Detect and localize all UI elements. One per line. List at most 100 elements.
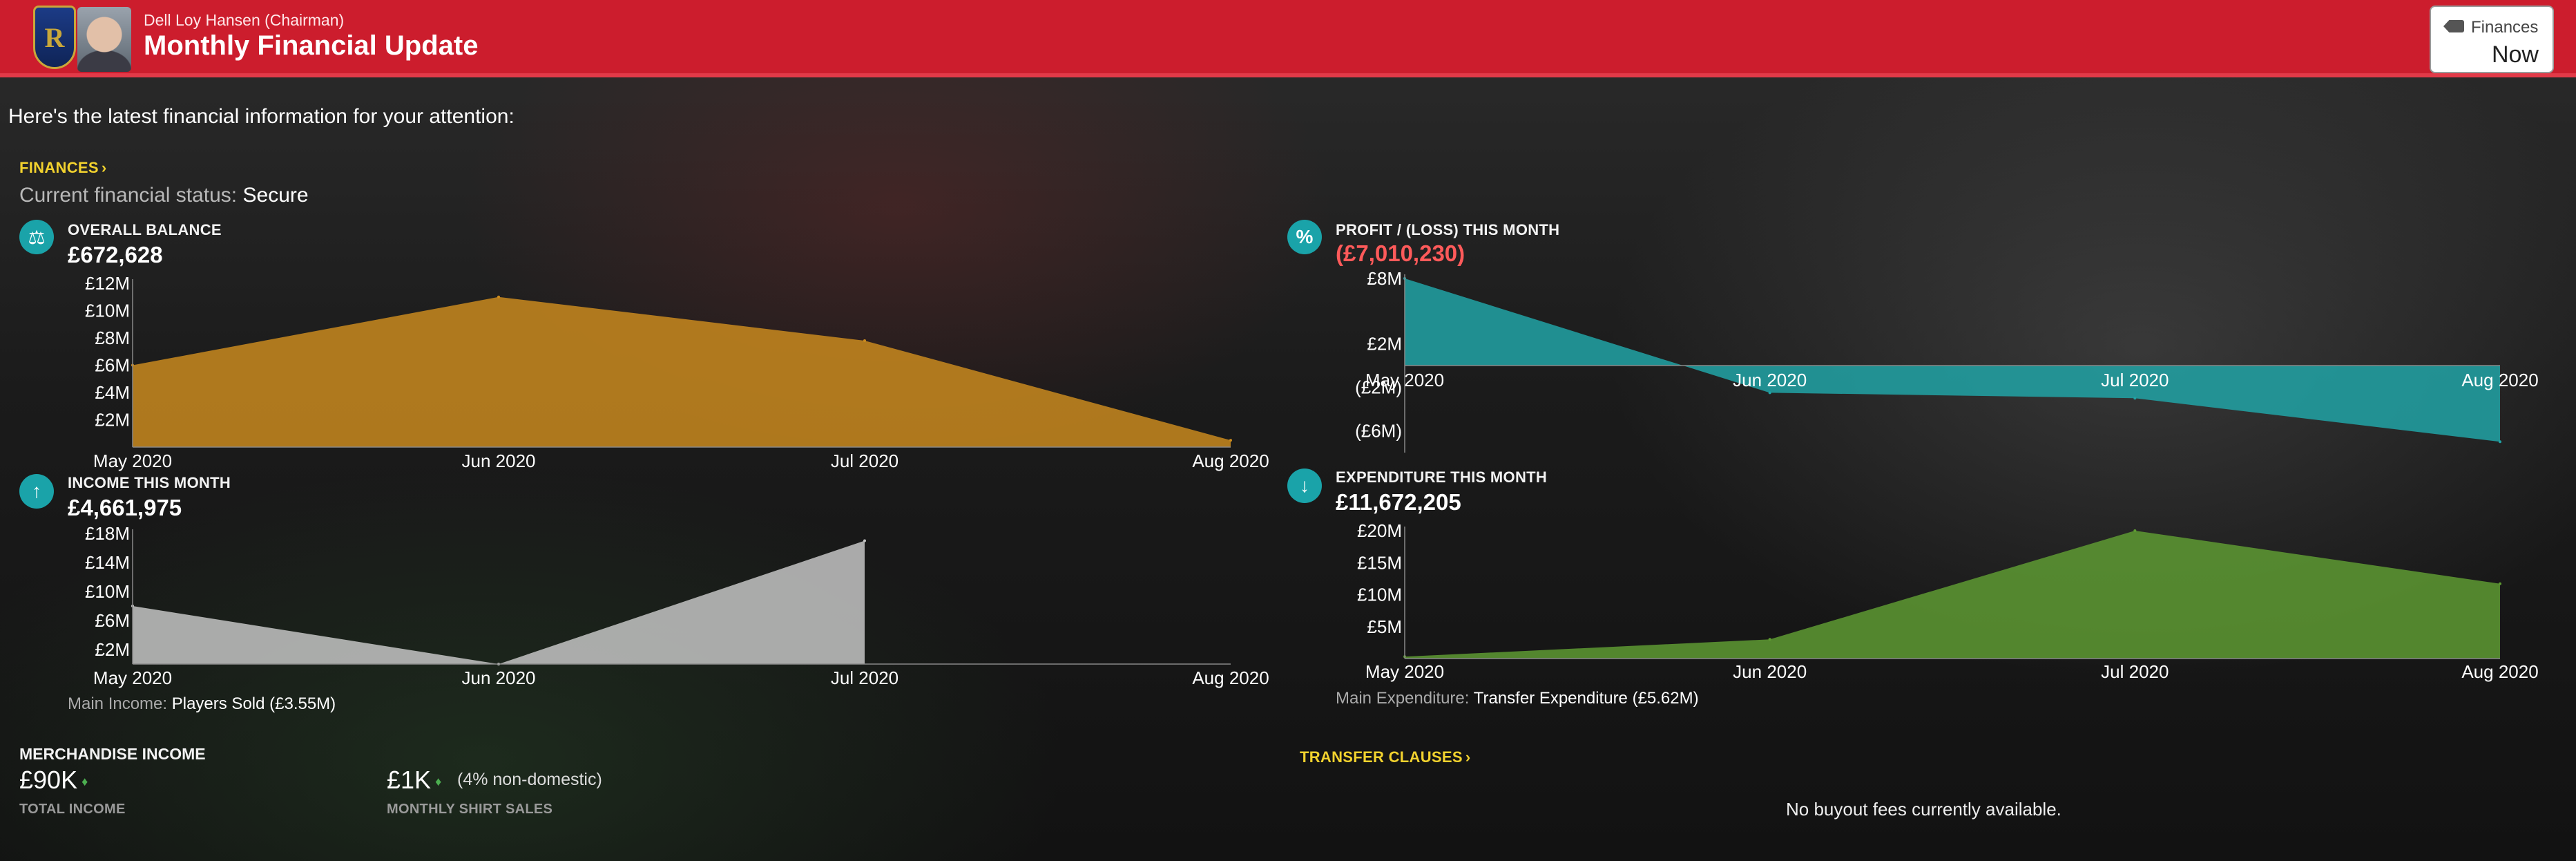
intro-text: Here's the latest financial information … [8, 105, 515, 128]
trend-up-icon: ♦ [435, 774, 442, 788]
data-point [2499, 582, 2501, 585]
y-tick-label: £8M [95, 328, 130, 348]
trend-up-icon: ♦ [81, 774, 88, 788]
y-tick-label: £6M [95, 355, 130, 376]
data-point [1768, 391, 1771, 395]
crest-letter: R [44, 21, 65, 53]
data-point [497, 295, 500, 299]
data-point [1229, 439, 1232, 442]
chart-area [133, 540, 865, 664]
y-tick-label: £2M [95, 639, 130, 660]
expenditure-chart: £5M £10M £15M £20M May 2020 Jun 2020 Jul 2020 A… [1357, 520, 2538, 682]
profit-loss-chart: £8M £2M (£2M) (£6M) May 2020 Jun 2020 Jul 2020… [1355, 268, 2538, 453]
y-tick-label: £4M [95, 382, 130, 403]
finances-button-value: Now [2491, 41, 2539, 68]
arrow-up-icon: ↑ [19, 474, 54, 509]
shirt-sales-label: MONTHLY SHIRT SALES [387, 802, 553, 817]
y-tick-label: £2M [95, 410, 130, 430]
merchandise-total-value: £90K ♦ [19, 766, 88, 795]
expenditure-title: EXPENDITURE THIS MONTH [1336, 469, 1548, 486]
shirt-sales-text: £1K [387, 766, 432, 794]
main-income-value: Players Sold (£3.55M) [171, 694, 336, 713]
main-expenditure-label: Main Expenditure: [1336, 689, 1470, 708]
data-point [863, 539, 866, 542]
x-tick-label: Jul 2020 [831, 451, 898, 471]
x-tick-label: Aug 2020 [1192, 451, 1269, 471]
merchandise-total-text: £90K [19, 766, 78, 794]
x-tick-label: Jun 2020 [462, 451, 536, 471]
profit-loss-value: (£7,010,230) [1336, 240, 1465, 266]
income-title: INCOME THIS MONTH [68, 474, 231, 491]
data-point [1768, 638, 1771, 641]
y-tick-label: £15M [1357, 552, 1402, 573]
chairman-avatar [77, 7, 131, 72]
percent-icon: % [1287, 220, 1322, 254]
finances-now-button[interactable]: Finances Now [2430, 6, 2554, 73]
y-tick-label: £18M [85, 523, 130, 544]
chart-area [1405, 531, 2500, 659]
header-bar: R Dell Loy Hansen (Chairman) Monthly Fin… [0, 0, 2576, 77]
y-tick-label: (£6M) [1355, 421, 1402, 442]
financial-status-value: Secure [242, 184, 309, 207]
x-tick-label: Jun 2020 [1733, 370, 1807, 390]
x-tick-label: Jul 2020 [831, 668, 898, 688]
finances-link-label: FINANCES [19, 159, 99, 176]
arrow-down-icon: ↓ [1287, 469, 1322, 503]
x-tick-label: Jun 2020 [1733, 661, 1807, 682]
x-tick-label: Jul 2020 [2101, 661, 2169, 682]
x-tick-label: Aug 2020 [2461, 370, 2538, 390]
expenditure-value: £11,672,205 [1336, 489, 1461, 515]
x-tick-label: Aug 2020 [2461, 661, 2538, 682]
x-tick-label: Aug 2020 [1192, 668, 1269, 688]
financial-status-label: Current financial status: [19, 184, 238, 207]
y-tick-label: £12M [85, 273, 130, 294]
tag-icon [2443, 20, 2464, 32]
y-tick-label: £10M [1357, 585, 1402, 605]
y-tick-label: £6M [95, 610, 130, 631]
merchandise-title: MERCHANDISE INCOME [19, 745, 206, 763]
data-point [2133, 397, 2137, 400]
y-tick-label: £5M [1367, 616, 1402, 637]
scale-icon: ⚖ [19, 220, 54, 254]
chairman-name: Dell Loy Hansen (Chairman) [144, 11, 345, 29]
x-tick-label: Jul 2020 [2101, 370, 2169, 390]
club-crest: R [33, 6, 76, 69]
data-point [2499, 440, 2501, 444]
x-tick-label: May 2020 [1365, 661, 1444, 682]
overall-balance-value: £672,628 [68, 242, 163, 267]
overall-balance-chart: £2M £4M £6M £8M £10M £12M May 2020 Jun 2020 Jul … [85, 273, 1269, 471]
finances-button-label: Finances [2471, 18, 2539, 37]
finances-link[interactable]: FINANCES › [19, 159, 107, 177]
income-value: £4,661,975 [68, 495, 182, 520]
shirt-sales-value: £1K ♦ [387, 766, 441, 795]
data-point [2133, 529, 2137, 532]
chevron-right-icon: › [101, 159, 107, 176]
shirt-sales-note: (4% non-domestic) [457, 770, 602, 789]
data-point [863, 339, 866, 342]
main-income: Main Income: Players Sold (£3.55M) [68, 694, 336, 714]
y-tick-label: £2M [1367, 334, 1402, 354]
no-buyout-message: No buyout fees currently available. [1786, 799, 2061, 820]
merchandise-total-label: TOTAL INCOME [19, 802, 126, 817]
y-tick-label: £20M [1357, 520, 1402, 541]
x-tick-label: May 2020 [1365, 370, 1444, 390]
income-chart: £2M £6M £10M £14M £18M May 2020 Jun 2020 Jul 20… [85, 523, 1269, 688]
y-tick-label: £10M [85, 581, 130, 602]
overall-balance-title: OVERALL BALANCE [68, 221, 222, 238]
main-expenditure: Main Expenditure: Transfer Expenditure (… [1336, 689, 1699, 708]
x-tick-label: Jun 2020 [462, 668, 536, 688]
transfer-clauses-link[interactable]: TRANSFER CLAUSES › [1300, 748, 1470, 766]
chart-area [133, 296, 1231, 447]
x-tick-label: May 2020 [93, 668, 172, 688]
y-tick-label: £8M [1367, 268, 1402, 289]
financial-status: Current financial status: Secure [19, 184, 309, 207]
y-tick-label: £10M [85, 301, 130, 321]
y-tick-label: (£2M) [1355, 377, 1402, 398]
profit-loss-title: PROFIT / (LOSS) THIS MONTH [1336, 221, 1560, 238]
main-income-label: Main Income: [68, 694, 168, 713]
x-tick-label: May 2020 [93, 451, 172, 471]
y-tick-label: £14M [85, 552, 130, 573]
main-expenditure-value: Transfer Expenditure (£5.62M) [1473, 689, 1699, 708]
page-title: Monthly Financial Update [144, 30, 479, 61]
transfer-clauses-label: TRANSFER CLAUSES [1300, 748, 1463, 766]
